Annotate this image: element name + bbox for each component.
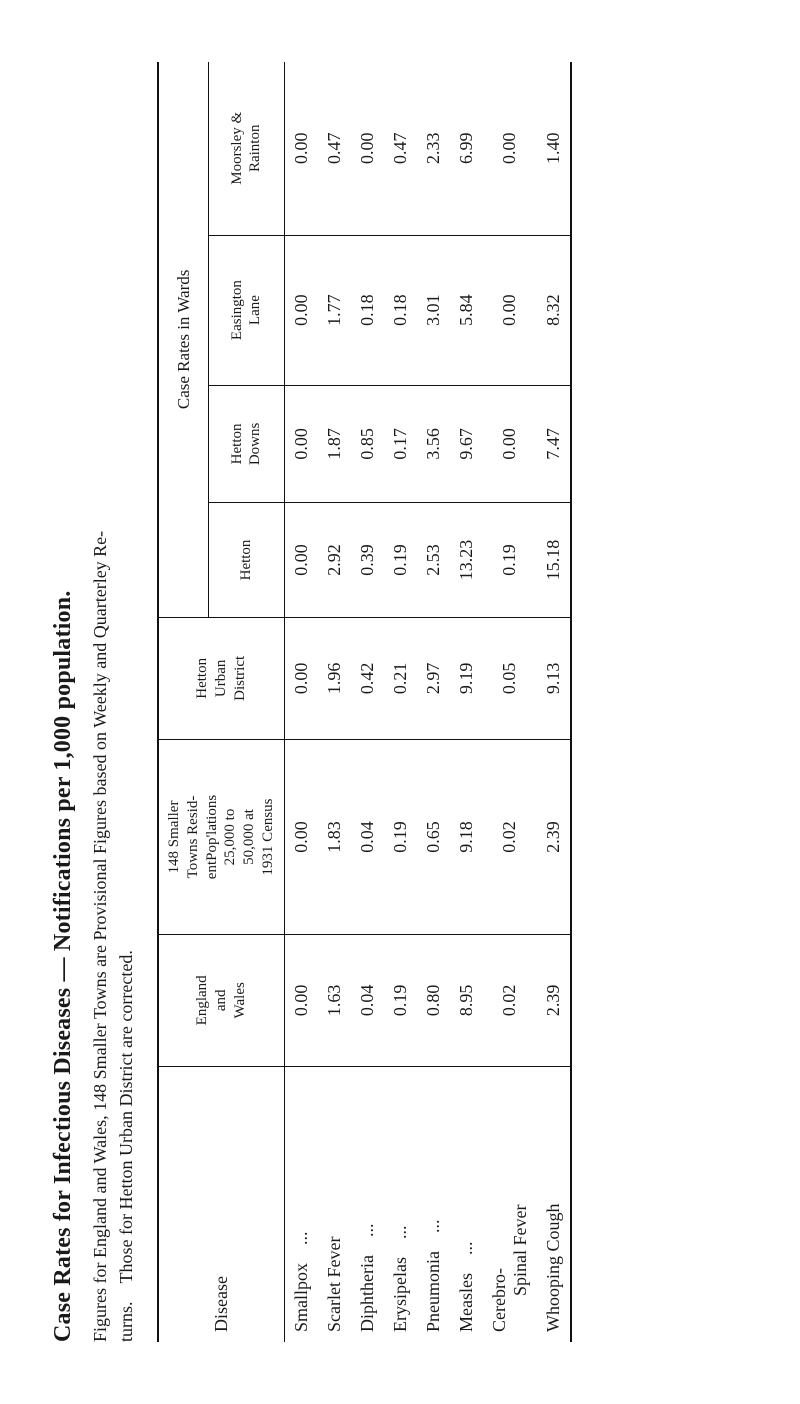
value-cell: 0.00 bbox=[351, 62, 384, 235]
value-cell: 1.87 bbox=[318, 385, 351, 503]
value-cell: 0.19 bbox=[384, 503, 417, 618]
value-cell: 2.33 bbox=[417, 62, 450, 235]
value-cell: 9.18 bbox=[450, 739, 483, 934]
value-cell: 1.40 bbox=[537, 62, 571, 235]
value-cell: 9.67 bbox=[450, 385, 483, 503]
col-easington: EasingtonLane bbox=[208, 235, 284, 385]
value-cell: 3.01 bbox=[417, 235, 450, 385]
table-row: Erysipelas ...0.190.190.210.190.170.180.… bbox=[384, 62, 417, 1342]
value-cell: 2.39 bbox=[537, 935, 571, 1066]
col-disease: Disease bbox=[158, 1066, 284, 1342]
disease-cell: Scarlet Fever bbox=[318, 1066, 351, 1342]
disease-cell: Erysipelas ... bbox=[384, 1066, 417, 1342]
value-cell: 8.95 bbox=[450, 935, 483, 1066]
disease-cell: Cerebro- Spinal Fever bbox=[483, 1066, 537, 1342]
disease-cell: Whooping Cough bbox=[537, 1066, 571, 1342]
value-cell: 0.04 bbox=[351, 739, 384, 934]
value-cell: 1.83 bbox=[318, 739, 351, 934]
col-hetton-ud: HettonUrbanDistrict bbox=[158, 617, 284, 739]
col-england: EnglandandWales bbox=[158, 935, 284, 1066]
disease-cell: Measles ... bbox=[450, 1066, 483, 1342]
value-cell: 0.19 bbox=[483, 503, 537, 618]
value-cell: 8.32 bbox=[537, 235, 571, 385]
col-hetton: Hetton bbox=[208, 503, 284, 618]
table-row: Pneumonia ...0.800.652.972.533.563.012.3… bbox=[417, 62, 450, 1342]
table-row: Diphtheria ...0.040.040.420.390.850.180.… bbox=[351, 62, 384, 1342]
rates-table: Disease EnglandandWales 148 SmallerTowns… bbox=[157, 62, 572, 1342]
value-cell: 0.00 bbox=[284, 739, 318, 934]
value-cell: 0.00 bbox=[483, 235, 537, 385]
col-moorsley: Moorsley &Rainton bbox=[208, 62, 284, 235]
value-cell: 0.47 bbox=[318, 62, 351, 235]
value-cell: 0.00 bbox=[483, 62, 537, 235]
disease-cell: Diphtheria ... bbox=[351, 1066, 384, 1342]
value-cell: 7.47 bbox=[537, 385, 571, 503]
value-cell: 0.00 bbox=[483, 385, 537, 503]
value-cell: 9.13 bbox=[537, 617, 571, 739]
table-row: Measles ...8.959.189.1913.239.675.846.99 bbox=[450, 62, 483, 1342]
value-cell: 0.80 bbox=[417, 935, 450, 1066]
value-cell: 0.47 bbox=[384, 62, 417, 235]
table-row: Cerebro- Spinal Fever0.020.020.050.190.0… bbox=[483, 62, 537, 1342]
value-cell: 0.05 bbox=[483, 617, 537, 739]
value-cell: 3.56 bbox=[417, 385, 450, 503]
value-cell: 0.04 bbox=[351, 935, 384, 1066]
value-cell: 0.85 bbox=[351, 385, 384, 503]
value-cell: 1.63 bbox=[318, 935, 351, 1066]
value-cell: 0.02 bbox=[483, 739, 537, 934]
page-title: Case Rates for Infectious Diseases — Not… bbox=[50, 62, 77, 1342]
value-cell: 0.00 bbox=[284, 385, 318, 503]
value-cell: 2.53 bbox=[417, 503, 450, 618]
value-cell: 0.00 bbox=[284, 62, 318, 235]
value-cell: 0.65 bbox=[417, 739, 450, 934]
page-subtitle-1: Figures for England and Wales, 148 Small… bbox=[87, 62, 113, 1342]
value-cell: 1.96 bbox=[318, 617, 351, 739]
col-smaller: 148 SmallerTowns Resid-entPop'lations25,… bbox=[158, 739, 284, 934]
disease-cell: Smallpox ... bbox=[284, 1066, 318, 1342]
value-cell: 2.97 bbox=[417, 617, 450, 739]
value-cell: 0.39 bbox=[351, 503, 384, 618]
value-cell: 0.00 bbox=[284, 617, 318, 739]
value-cell: 0.18 bbox=[384, 235, 417, 385]
value-cell: 0.00 bbox=[284, 935, 318, 1066]
disease-cell: Pneumonia ... bbox=[417, 1066, 450, 1342]
page-subtitle-2: turns. Those for Hetton Urban District a… bbox=[113, 62, 139, 1342]
value-cell: 0.02 bbox=[483, 935, 537, 1066]
value-cell: 5.84 bbox=[450, 235, 483, 385]
value-cell: 2.92 bbox=[318, 503, 351, 618]
value-cell: 9.19 bbox=[450, 617, 483, 739]
value-cell: 1.77 bbox=[318, 235, 351, 385]
value-cell: 15.18 bbox=[537, 503, 571, 618]
value-cell: 13.23 bbox=[450, 503, 483, 618]
table-row: Scarlet Fever1.631.831.962.921.871.770.4… bbox=[318, 62, 351, 1342]
value-cell: 2.39 bbox=[537, 739, 571, 934]
value-cell: 0.42 bbox=[351, 617, 384, 739]
value-cell: 0.21 bbox=[384, 617, 417, 739]
value-cell: 0.00 bbox=[284, 235, 318, 385]
value-cell: 0.17 bbox=[384, 385, 417, 503]
value-cell: 0.19 bbox=[384, 739, 417, 934]
col-group-wards: Case Rates in Wards bbox=[158, 62, 208, 617]
value-cell: 6.99 bbox=[450, 62, 483, 235]
table-row: Smallpox ...0.000.000.000.000.000.000.00 bbox=[284, 62, 318, 1342]
col-downs: HettonDowns bbox=[208, 385, 284, 503]
value-cell: 0.18 bbox=[351, 235, 384, 385]
value-cell: 0.19 bbox=[384, 935, 417, 1066]
table-row: Whooping Cough2.392.399.1315.187.478.321… bbox=[537, 62, 571, 1342]
value-cell: 0.00 bbox=[284, 503, 318, 618]
